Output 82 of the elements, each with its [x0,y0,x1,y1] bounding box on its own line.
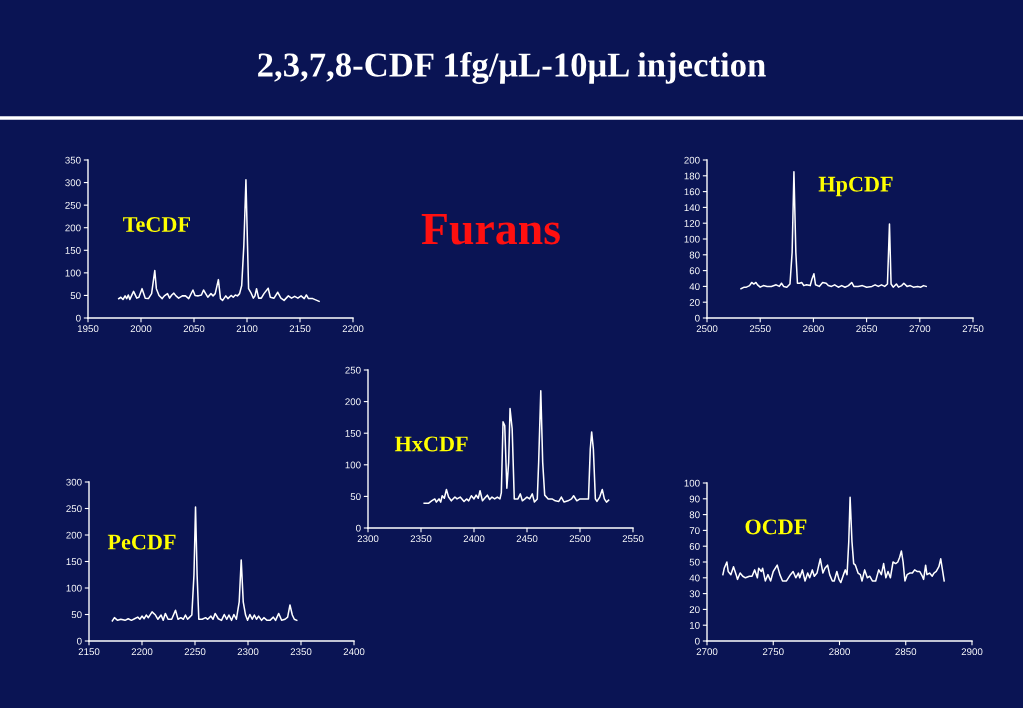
y-tick-label: 20 [689,606,700,614]
x-tick-label: 2150 [78,648,100,656]
y-tick-label: 160 [684,188,700,196]
text: TeCDF [123,216,190,232]
y-tick-label: 20 [689,298,700,306]
y-tick-label: 100 [66,584,82,592]
y-tick-label: 250 [66,505,82,513]
y-tick-label: 300 [65,179,81,187]
y-tick-label: 50 [350,493,361,501]
y-tick-label: 100 [345,461,361,469]
x-tick-label: 2400 [463,535,485,543]
x-tick-label: 2200 [342,325,364,333]
x-tick-label: 2050 [183,325,205,333]
y-tick-label: 180 [684,172,700,180]
y-tick-label: 350 [65,156,81,164]
text: HxCDF [394,436,468,452]
line-series [722,496,945,584]
x-tick-label: 2250 [184,648,206,656]
y-tick-label: 50 [70,292,81,300]
y-tick-label: 60 [689,542,700,550]
line-series [740,171,927,290]
x-tick-label: 2350 [290,648,312,656]
x-tick-label: 2150 [289,325,311,333]
x-tick-label: 2200 [131,648,153,656]
x-tick-label: 2500 [569,535,591,543]
x-tick-label: 2750 [762,648,784,656]
y-tick-label: 200 [345,398,361,406]
y-tick-label: 80 [689,511,700,519]
line-series [117,179,320,303]
y-tick-label: 250 [345,366,361,374]
y-tick-label: 70 [689,527,700,535]
y-tick-label: 40 [689,574,700,582]
y-tick-label: 300 [66,478,82,486]
y-tick-label: 0 [76,314,81,322]
y-tick-label: 10 [689,621,700,629]
x-tick-label: 2300 [237,648,259,656]
y-tick-label: 120 [684,219,700,227]
text: PeCDF [107,534,176,550]
x-tick-label: 2300 [357,535,379,543]
x-tick-label: 2450 [516,535,538,543]
y-tick-label: 150 [66,558,82,566]
y-tick-label: 150 [345,429,361,437]
x-tick-label: 2850 [895,648,917,656]
y-tick-label: 30 [689,590,700,598]
y-tick-label: 100 [684,235,700,243]
y-tick-label: 60 [689,267,700,275]
y-tick-label: 0 [695,314,700,322]
x-tick-label: 2700 [909,325,931,333]
y-tick-label: 50 [689,558,700,566]
y-tick-label: 100 [684,479,700,487]
y-tick-label: 150 [65,247,81,254]
text: OCDF [745,519,807,535]
x-tick-label: 2700 [696,648,718,656]
text: 2,3,7,8-CDF 1fg/μL-10μL injection [258,51,766,85]
y-tick-label: 90 [689,495,700,503]
y-tick-label: 250 [65,201,81,209]
y-tick-label: 140 [684,204,700,212]
y-tick-label: 0 [77,637,82,645]
text: Furans [421,214,560,245]
x-tick-label: 2600 [803,325,824,333]
y-tick-label: 0 [356,524,361,532]
x-tick-label: 1950 [77,325,99,333]
y-tick-label: 0 [695,637,700,645]
x-tick-label: 2800 [829,648,850,656]
y-tick-label: 200 [684,156,700,164]
x-tick-label: 2500 [696,325,718,333]
x-tick-label: 2900 [961,648,983,656]
y-tick-label: 40 [689,283,700,291]
x-tick-label: 2350 [410,535,432,543]
y-tick-label: 200 [66,531,82,539]
x-tick-label: 2400 [343,648,365,656]
y-tick-label: 80 [689,251,700,259]
x-tick-label: 2550 [749,325,771,333]
y-tick-label: 100 [65,269,81,277]
x-tick-label: 2550 [622,535,644,543]
x-tick-label: 2650 [856,325,878,333]
x-tick-label: 2000 [130,325,152,333]
x-tick-label: 2100 [236,325,258,333]
x-tick-label: 2750 [962,325,984,333]
y-tick-label: 200 [65,224,81,232]
y-tick-label: 50 [71,611,82,619]
text: HpCDF [818,176,893,197]
